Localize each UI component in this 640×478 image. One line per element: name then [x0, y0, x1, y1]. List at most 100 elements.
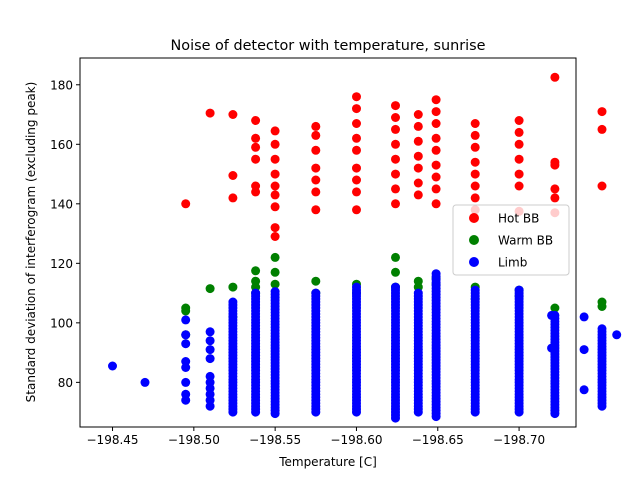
point-hot-bb [431, 145, 441, 155]
y-axis-label: Standard deviation of interferogram (exc… [24, 82, 38, 403]
point-hot-bb [431, 199, 441, 209]
point-limb [612, 330, 622, 340]
point-limb [579, 312, 589, 322]
point-limb [352, 282, 361, 292]
legend-marker-warm-bb [469, 235, 479, 245]
point-hot-bb [413, 110, 423, 119]
point-hot-bb [352, 205, 361, 215]
point-limb [413, 288, 423, 298]
point-limb [181, 377, 191, 387]
point-hot-bb [470, 181, 480, 191]
y-tick-label: 100 [50, 316, 73, 330]
point-limb [579, 345, 589, 355]
point-hot-bb [352, 133, 361, 143]
point-hot-bb [597, 124, 607, 134]
point-limb [205, 401, 215, 411]
point-hot-bb [514, 139, 524, 149]
point-hot-bb [251, 133, 261, 143]
point-hot-bb [311, 121, 321, 131]
point-hot-bb [205, 108, 215, 118]
point-hot-bb [270, 126, 280, 136]
x-tick-label: −198.70 [493, 433, 545, 447]
point-hot-bb [352, 163, 361, 173]
point-hot-bb [431, 184, 441, 194]
point-hot-bb [470, 157, 480, 167]
point-hot-bb [251, 116, 261, 125]
point-limb [597, 324, 607, 334]
point-limb [205, 336, 215, 346]
point-warm-bb [251, 266, 261, 276]
point-hot-bb [270, 232, 280, 241]
point-limb [108, 361, 117, 371]
point-hot-bb [270, 169, 280, 179]
point-hot-bb [413, 190, 423, 200]
point-hot-bb [470, 119, 480, 128]
point-limb [140, 377, 150, 387]
point-warm-bb [270, 279, 280, 289]
legend: Hot BB Warm BB Limb [452, 204, 570, 276]
point-hot-bb [470, 142, 480, 152]
point-hot-bb [431, 160, 441, 170]
point-warm-bb [205, 284, 215, 294]
point-hot-bb [270, 202, 280, 212]
point-hot-bb [431, 95, 441, 105]
point-hot-bb [391, 124, 400, 134]
point-warm-bb [391, 267, 400, 277]
point-hot-bb [181, 199, 191, 209]
point-hot-bb [251, 187, 261, 197]
point-hot-bb [597, 181, 607, 191]
legend-marker-hot-bb [469, 213, 479, 223]
point-hot-bb [311, 145, 321, 155]
point-hot-bb [550, 193, 560, 203]
y-tick-label: 160 [50, 138, 73, 152]
point-limb [270, 287, 280, 297]
point-hot-bb [270, 223, 280, 233]
point-hot-bb [311, 163, 321, 173]
x-axis-label: Temperature [C] [278, 455, 377, 469]
point-hot-bb [514, 127, 524, 137]
point-hot-bb [413, 136, 423, 146]
point-hot-bb [391, 184, 400, 194]
point-hot-bb [514, 116, 524, 125]
point-limb [181, 330, 191, 340]
point-limb [514, 285, 524, 295]
point-hot-bb [413, 163, 423, 173]
point-limb [311, 288, 321, 298]
point-warm-bb [311, 276, 321, 286]
point-hot-bb [228, 193, 238, 203]
point-warm-bb [228, 282, 238, 292]
y-tick-label: 120 [50, 257, 73, 271]
point-warm-bb [550, 303, 560, 313]
x-tick-label: −198.45 [87, 433, 139, 447]
point-hot-bb [311, 130, 321, 140]
point-hot-bb [391, 199, 400, 209]
series-hot-bb [181, 72, 607, 241]
point-hot-bb [391, 154, 400, 164]
point-warm-bb [597, 302, 607, 311]
point-hot-bb [413, 121, 423, 131]
point-hot-bb [352, 92, 361, 102]
point-hot-bb [550, 72, 560, 82]
point-hot-bb [550, 184, 560, 194]
x-tick-label: −198.60 [330, 433, 382, 447]
point-limb [431, 269, 441, 279]
point-hot-bb [597, 107, 607, 117]
point-hot-bb [470, 193, 480, 203]
point-hot-bb [311, 187, 321, 197]
point-hot-bb [270, 181, 280, 191]
point-hot-bb [391, 101, 400, 111]
plot-frame [79, 57, 577, 428]
point-warm-bb [270, 267, 280, 277]
point-hot-bb [228, 110, 238, 119]
point-hot-bb [470, 169, 480, 179]
point-hot-bb [311, 205, 321, 215]
point-hot-bb [391, 169, 400, 179]
point-warm-bb [270, 252, 280, 262]
x-axis-ticks: −198.45 −198.50 −198.55 −198.60 −198.65 −198.… [87, 427, 545, 447]
point-hot-bb [352, 119, 361, 128]
point-limb [205, 345, 215, 355]
y-tick-label: 180 [50, 78, 73, 92]
point-limb [550, 310, 560, 320]
point-hot-bb [251, 154, 261, 164]
